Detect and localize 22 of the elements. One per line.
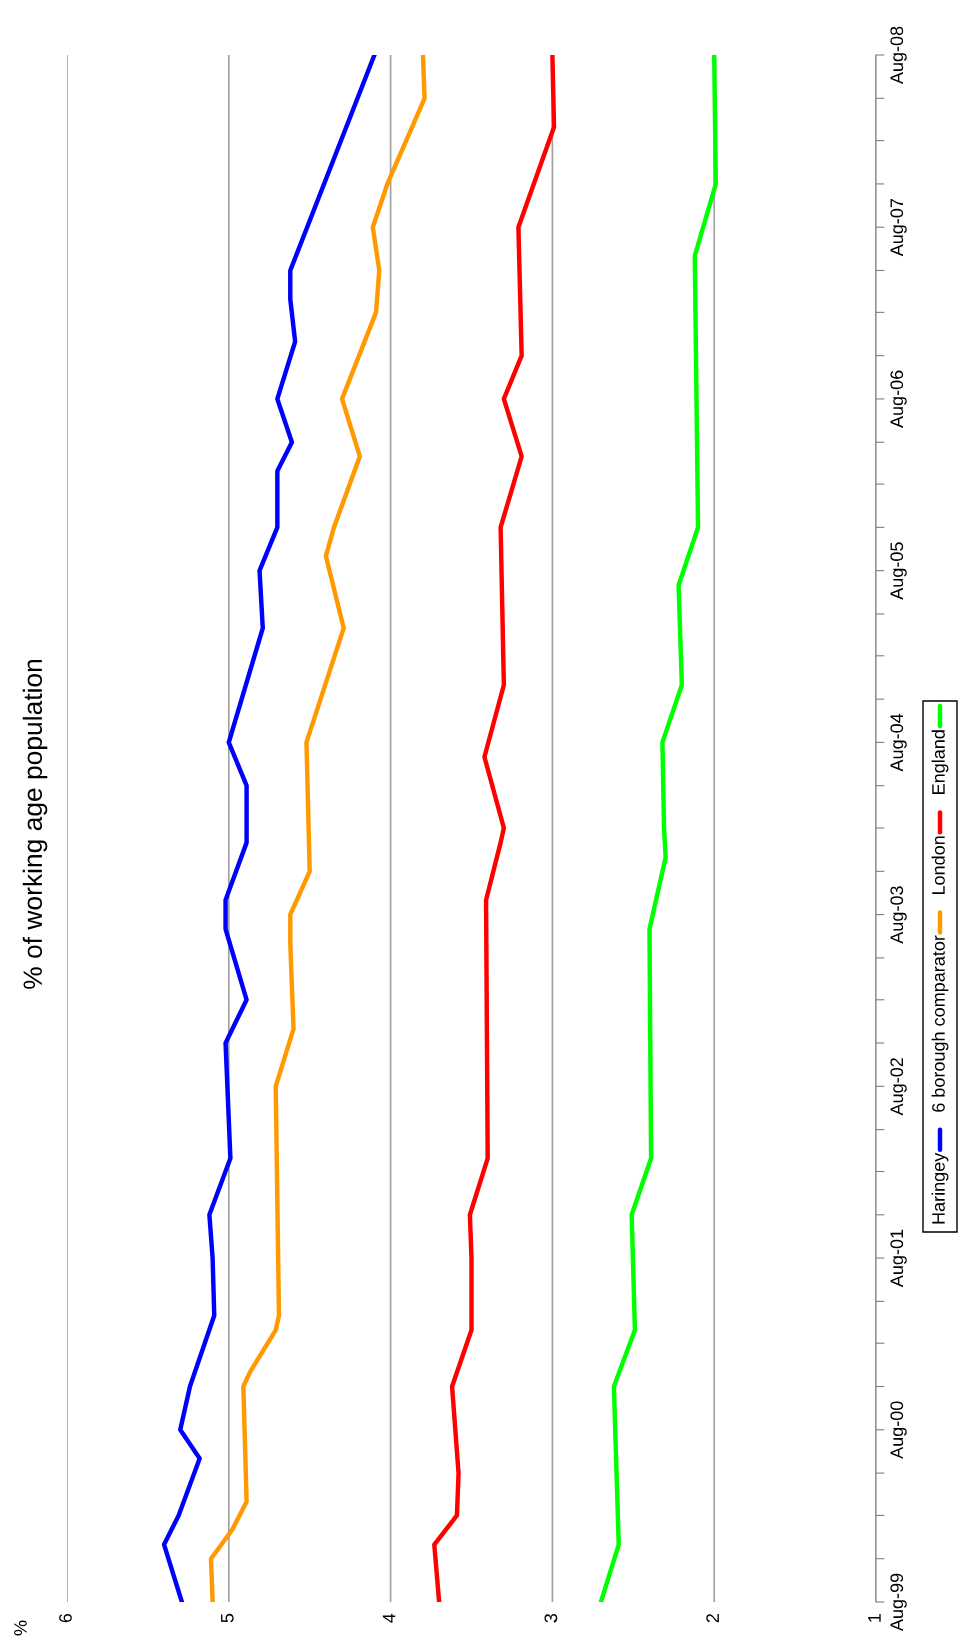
y-tick-label: Aug-02 <box>890 1058 907 1116</box>
x-tick-label: 6 <box>59 1613 72 1623</box>
x-tick-label: 2 <box>706 1614 719 1623</box>
y-tick-label: Aug-07 <box>890 199 907 257</box>
y-tick-label: Aug-99 <box>890 1573 907 1632</box>
legend-label: 6 borough comparator <box>931 935 949 1112</box>
y-tick-label: Aug-05 <box>890 542 907 600</box>
y-tick-label: Aug-00 <box>890 1401 907 1459</box>
y-tick-label: Aug-01 <box>890 1229 907 1288</box>
legend-label: London <box>931 836 945 895</box>
y-tick-label: Aug-06 <box>890 370 907 429</box>
legend-label: England <box>931 730 949 794</box>
y-tick-label: Aug-03 <box>890 886 907 944</box>
y-tick-label: Aug-04 <box>890 713 907 772</box>
legend-label: Haringey <box>931 1152 949 1224</box>
x-tick-label: 1 <box>868 1613 881 1622</box>
x-tick-label: 3 <box>544 1613 558 1623</box>
y-tick-label: Aug-08 <box>890 26 907 85</box>
x-tick-label: 4 <box>382 1613 396 1623</box>
text: % of working age population <box>22 659 48 989</box>
x-tick-label: 5 <box>221 1613 234 1623</box>
text: % <box>14 1620 27 1636</box>
